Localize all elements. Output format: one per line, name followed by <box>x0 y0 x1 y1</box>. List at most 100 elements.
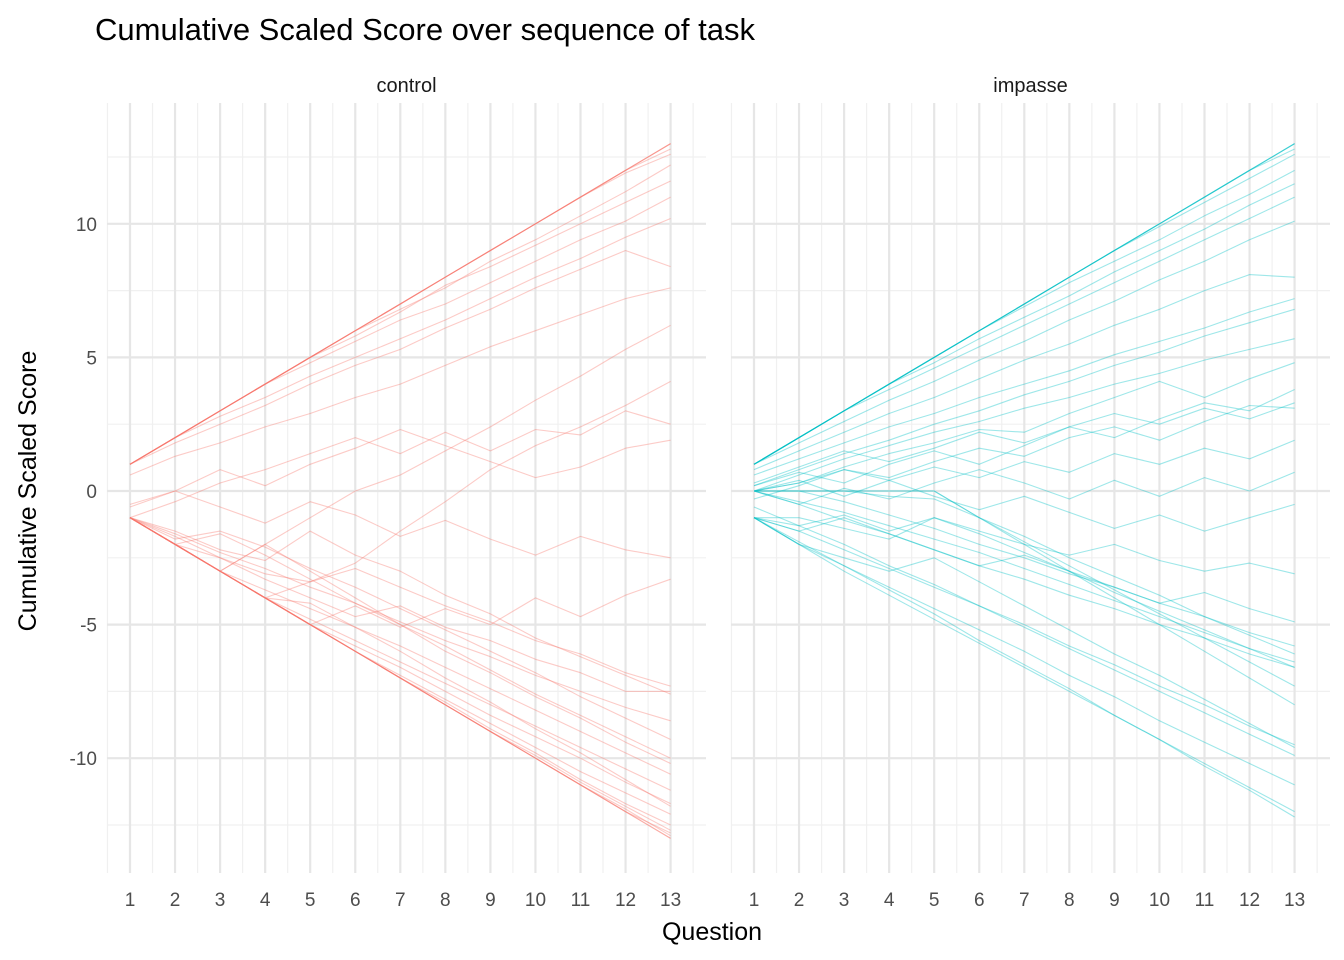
impasse-series-line <box>754 517 1295 668</box>
x-tick-label: 7 <box>395 890 406 911</box>
x-tick-label: 11 <box>1195 890 1215 911</box>
x-tick-label: 6 <box>974 890 985 911</box>
x-tick-label: 6 <box>350 890 361 911</box>
x-tick-label: 3 <box>839 890 850 911</box>
control-series-line <box>129 428 671 505</box>
impasse-series-line <box>753 506 1295 746</box>
x-axis-title: Question <box>662 918 762 946</box>
control-series-line <box>129 153 671 465</box>
control-series-line <box>129 517 671 740</box>
control-series-line <box>129 517 671 807</box>
x-tick-label: 12 <box>615 890 636 911</box>
x-tick-label: 3 <box>215 890 226 911</box>
x-tick-label: 11 <box>571 890 591 911</box>
control-series-line <box>129 517 671 815</box>
control-series-line <box>129 217 671 465</box>
control-series-line <box>129 517 671 839</box>
control-series-line <box>129 410 671 519</box>
impasse-series-line <box>753 404 1295 500</box>
impasse-series-line <box>754 490 1295 687</box>
y-tick-label: 10 <box>76 215 97 236</box>
impasse-series-line <box>753 153 1295 465</box>
control-series-line <box>129 517 671 695</box>
control-series-line <box>129 517 671 628</box>
x-tick-label: 1 <box>125 890 136 911</box>
control-series-line <box>129 517 671 839</box>
impasse-series-line <box>753 362 1295 492</box>
control-series-line <box>129 517 671 826</box>
impasse-series-line <box>753 338 1295 492</box>
control-series-line <box>129 143 671 465</box>
impasse-series-line <box>753 517 1295 623</box>
impasse-series-line <box>753 308 1295 487</box>
y-tick-label: -10 <box>70 749 97 770</box>
control-series-line <box>129 143 671 465</box>
control-series-line <box>129 490 671 559</box>
control-series-line <box>129 148 671 465</box>
impasse-series-line <box>753 143 1295 465</box>
impasse-series-line <box>753 469 1295 505</box>
control-series-line <box>129 324 671 572</box>
impasse-series-line <box>753 298 1295 476</box>
impasse-series-line <box>753 517 1295 748</box>
control-series-line <box>129 517 671 837</box>
control-series-line <box>129 517 671 834</box>
x-tick-label: 4 <box>260 890 271 911</box>
control-series-line <box>129 517 671 722</box>
x-tick-label: 2 <box>794 890 805 911</box>
control-series-line <box>129 517 671 805</box>
series-layer <box>129 143 1295 839</box>
impasse-series-line <box>753 183 1295 465</box>
x-tick-label: 4 <box>884 890 895 911</box>
impasse-series-line <box>754 490 1295 655</box>
impasse-series-line <box>753 514 1295 575</box>
control-series-line <box>129 517 671 775</box>
control-series-line <box>129 517 671 791</box>
x-tick-label: 13 <box>1284 890 1305 911</box>
grid-layer <box>106 103 1330 873</box>
control-series-line <box>129 249 671 465</box>
impasse-series-line <box>753 517 1295 756</box>
impasse-series-line <box>753 143 1295 465</box>
control-series-line <box>129 287 671 476</box>
x-tick-label: 13 <box>660 890 681 911</box>
x-tick-label: 5 <box>929 890 940 911</box>
x-tick-label: 10 <box>1149 890 1170 911</box>
impasse-series-line <box>753 169 1295 465</box>
control-series-line <box>129 517 671 831</box>
x-tick-label: 9 <box>485 890 496 911</box>
impasse-series-line <box>753 490 1295 668</box>
x-tick-label: 7 <box>1019 890 1030 911</box>
impasse-series-line <box>753 517 1295 818</box>
impasse-series-line <box>754 490 1295 706</box>
x-tick-label: 10 <box>525 890 546 911</box>
x-tick-label: 8 <box>440 890 451 911</box>
control-series-line <box>129 517 671 687</box>
impasse-series-line <box>753 274 1295 471</box>
impasse-series-line <box>753 220 1295 465</box>
x-tick-label: 8 <box>1064 890 1075 911</box>
impasse-series-line <box>753 439 1295 497</box>
x-tick-label: 2 <box>170 890 181 911</box>
impasse-series-line <box>753 517 1295 786</box>
impasse-series-line <box>753 143 1295 465</box>
control-series-line <box>129 143 671 465</box>
y-tick-label: 5 <box>86 348 97 369</box>
facet-strip-label-control: control <box>376 75 436 97</box>
control-series-line <box>129 196 671 465</box>
control-series-line <box>129 380 671 599</box>
control-series-line <box>129 164 671 465</box>
y-axis-title: Cumulative Scaled Score <box>14 351 42 632</box>
x-tick-label: 9 <box>1109 890 1120 911</box>
impasse-series-line <box>753 196 1295 465</box>
control-series-line <box>129 517 671 764</box>
x-tick-label: 12 <box>1239 890 1260 911</box>
facet-strip-label-impasse: impasse <box>993 75 1067 97</box>
impasse-series-line <box>753 402 1295 484</box>
impasse-series-line <box>754 490 1295 647</box>
chart-title: Cumulative Scaled Score over sequence of… <box>95 12 755 47</box>
control-series-line <box>129 517 671 759</box>
x-tick-label: 5 <box>305 890 316 911</box>
